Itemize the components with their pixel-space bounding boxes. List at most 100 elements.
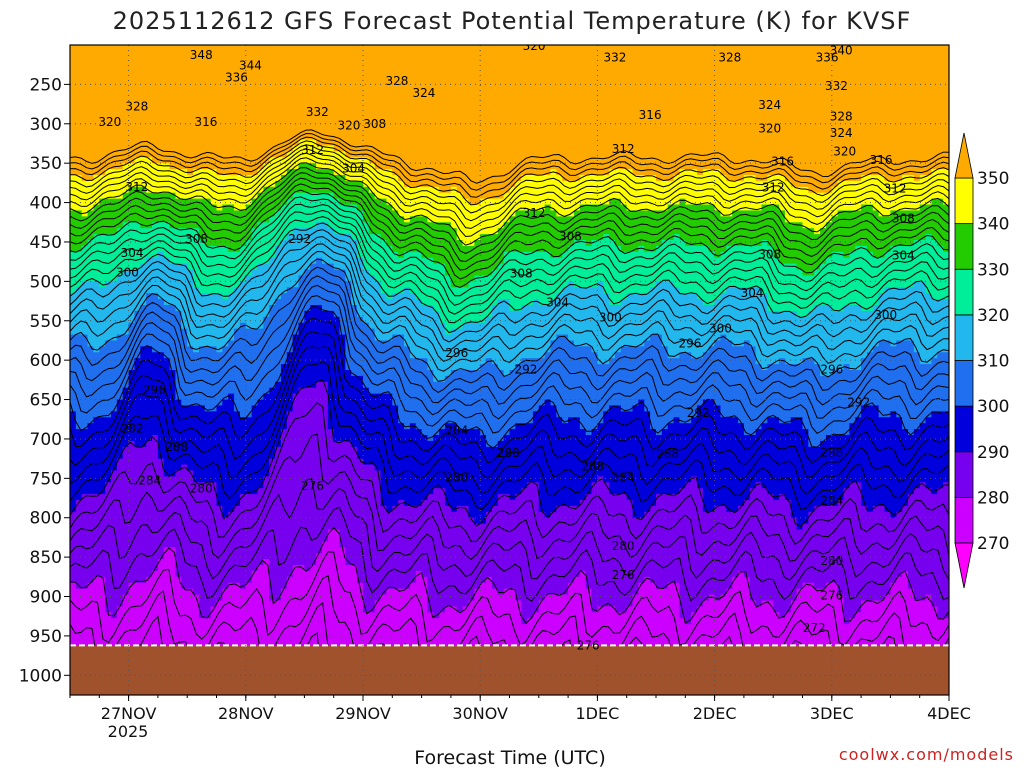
field-cell bbox=[298, 529, 305, 537]
field-cell bbox=[239, 133, 247, 141]
field-cell bbox=[157, 45, 165, 52]
field-cell bbox=[298, 358, 305, 365]
field-cell bbox=[316, 529, 323, 537]
field-cell bbox=[111, 387, 118, 395]
field-cell bbox=[187, 364, 194, 371]
field-cell bbox=[327, 62, 335, 70]
field-cell bbox=[193, 464, 200, 472]
field-cell bbox=[93, 423, 100, 430]
field-cell bbox=[122, 446, 130, 454]
field-cell bbox=[87, 305, 95, 312]
field-cell bbox=[228, 293, 235, 300]
field-cell bbox=[128, 104, 136, 111]
field-cell bbox=[239, 121, 247, 129]
field-cell bbox=[251, 440, 259, 448]
field-cell bbox=[298, 352, 305, 359]
field-cell bbox=[204, 305, 212, 312]
field-cell bbox=[70, 488, 77, 495]
field-cell bbox=[181, 576, 188, 584]
field-cell bbox=[105, 281, 112, 288]
field-cell bbox=[163, 387, 171, 395]
field-cell bbox=[280, 417, 288, 424]
field-cell bbox=[222, 565, 229, 572]
field-cell bbox=[111, 287, 118, 294]
field-cell bbox=[327, 541, 335, 548]
field-cell bbox=[292, 618, 300, 625]
field-cell bbox=[292, 559, 300, 566]
field-cell bbox=[280, 133, 288, 141]
field-cell bbox=[245, 121, 253, 129]
field-cell bbox=[163, 121, 171, 129]
field-cell bbox=[204, 281, 212, 288]
field-cell bbox=[321, 127, 329, 135]
field-cell bbox=[81, 470, 89, 477]
field-cell bbox=[234, 440, 241, 448]
field-cell bbox=[257, 275, 264, 282]
field-cell bbox=[245, 80, 253, 87]
field-cell bbox=[93, 505, 100, 513]
field-cell bbox=[310, 553, 317, 560]
field-cell bbox=[204, 517, 212, 525]
field-cell bbox=[93, 316, 100, 324]
field-cell bbox=[275, 446, 282, 454]
field-cell bbox=[70, 352, 77, 359]
field-cell bbox=[228, 405, 235, 412]
field-cell bbox=[263, 352, 270, 359]
field-cell bbox=[81, 293, 89, 300]
field-cell bbox=[87, 482, 95, 489]
field-cell bbox=[169, 375, 177, 383]
field-cell bbox=[81, 305, 89, 312]
field-cell bbox=[175, 115, 182, 123]
field-cell bbox=[75, 328, 83, 336]
field-cell bbox=[251, 588, 259, 596]
field-cell bbox=[304, 68, 311, 76]
field-cell bbox=[181, 352, 188, 359]
field-cell bbox=[304, 458, 311, 466]
field-cell bbox=[280, 565, 288, 572]
field-cell bbox=[216, 488, 223, 495]
field-cell bbox=[216, 115, 223, 123]
field-cell bbox=[152, 635, 159, 643]
field-cell bbox=[128, 429, 136, 436]
field-cell bbox=[234, 541, 241, 548]
field-cell bbox=[257, 618, 264, 625]
field-cell bbox=[304, 245, 311, 253]
field-cell bbox=[245, 624, 253, 631]
field-cell bbox=[222, 198, 229, 206]
field-cell bbox=[210, 204, 218, 212]
field-cell bbox=[175, 305, 182, 312]
field-cell bbox=[105, 494, 112, 501]
field-cell bbox=[222, 180, 229, 188]
field-cell bbox=[163, 358, 171, 365]
field-cell bbox=[187, 612, 194, 619]
field-cell bbox=[327, 458, 335, 466]
field-cell bbox=[134, 547, 141, 554]
field-cell bbox=[304, 151, 311, 158]
field-cell bbox=[198, 458, 206, 466]
field-cell bbox=[304, 429, 311, 436]
field-cell bbox=[316, 80, 323, 87]
field-cell bbox=[152, 86, 159, 93]
field-cell bbox=[304, 210, 311, 217]
field-cell bbox=[216, 358, 223, 365]
field-cell bbox=[245, 494, 253, 501]
field-cell bbox=[321, 133, 329, 141]
field-cell bbox=[105, 269, 112, 277]
field-cell bbox=[280, 635, 288, 643]
field-cell bbox=[321, 275, 329, 282]
field-cell bbox=[210, 541, 218, 548]
field-cell bbox=[210, 517, 218, 525]
field-cell bbox=[204, 340, 212, 347]
field-cell bbox=[321, 334, 329, 342]
field-cell bbox=[175, 151, 182, 158]
field-cell bbox=[251, 56, 259, 64]
field-cell bbox=[316, 370, 323, 377]
field-cell bbox=[146, 133, 153, 141]
field-cell bbox=[269, 104, 276, 111]
field-cell bbox=[157, 594, 165, 602]
field-cell bbox=[134, 565, 141, 572]
field-cell bbox=[280, 115, 288, 123]
field-cell bbox=[152, 612, 159, 619]
field-cell bbox=[169, 92, 177, 99]
field-cell bbox=[204, 299, 212, 306]
